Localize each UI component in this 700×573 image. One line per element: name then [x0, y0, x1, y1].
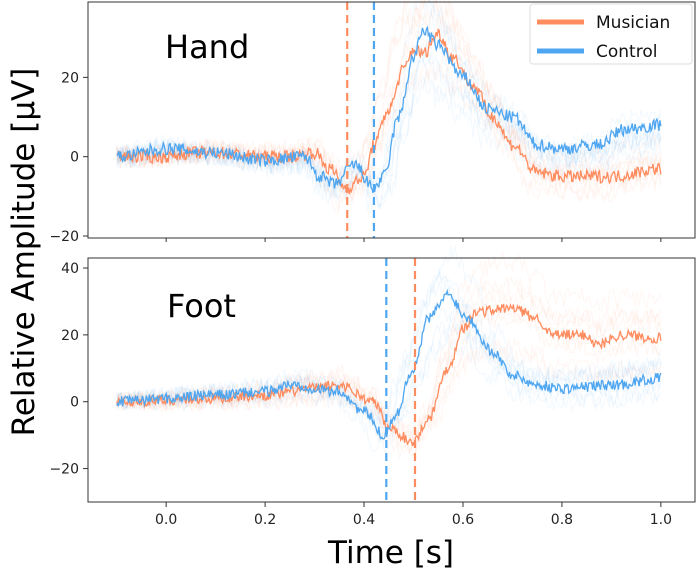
mean-line-control [116, 25, 662, 194]
mean-line-control [116, 288, 662, 440]
x-tick-label: 0.4 [353, 512, 375, 528]
trial-trace-musician [116, 288, 662, 443]
mean-line-musician [116, 28, 662, 195]
y-tick-label: 0 [70, 395, 79, 411]
trial-trace-musician [116, 346, 662, 442]
y-tick-label: 20 [61, 70, 79, 86]
trial-trace-control [116, 47, 662, 195]
trial-trace-control [116, 0, 662, 212]
legend-control-label: Control [596, 42, 657, 62]
trial-trace-control [116, 0, 662, 209]
y-axis-label: Relative Amplitude [μV] [6, 68, 42, 437]
trial-trace-musician [116, 0, 662, 203]
trial-trace-control [116, 75, 662, 194]
trial-trace-musician [116, 0, 662, 212]
y-tick-label: −20 [49, 462, 79, 478]
hand-axes-frame [87, 1, 696, 239]
x-tick-label: 0.6 [452, 512, 474, 528]
trial-trace-musician [116, 0, 662, 205]
x-tick-label: 0.2 [254, 512, 276, 528]
foot-axes-frame [87, 257, 696, 503]
trial-trace-control [116, 30, 662, 210]
trial-trace-control [116, 42, 662, 199]
trial-trace-control [116, 269, 662, 443]
y-tick-label: 0 [70, 150, 79, 166]
mean-line-musician [116, 302, 662, 447]
trial-trace-musician [116, 50, 662, 189]
trial-trace-musician [116, 0, 662, 201]
y-tick-label: 40 [61, 261, 79, 277]
hand-panel-title: Hand [165, 28, 249, 66]
hand-panel: Hand −20 0 20 Musician Control [49, 0, 696, 245]
x-tick-label: 1.0 [650, 512, 672, 528]
x-axis-label: Time [s] [327, 535, 454, 571]
y-tick-label: −20 [49, 229, 79, 245]
trial-trace-control [116, 330, 662, 431]
trial-trace-musician [116, 306, 662, 451]
legend-musician-label: Musician [596, 13, 670, 33]
x-tick-label: 0.0 [155, 512, 177, 528]
y-tick-label: 20 [61, 328, 79, 344]
trial-trace-musician [116, 252, 662, 457]
trial-trace-control [116, 9, 662, 210]
trial-trace-control [116, 67, 662, 188]
trial-trace-musician [116, 8, 662, 200]
legend: Musician Control [529, 3, 693, 65]
x-tick-label: 0.8 [551, 512, 573, 528]
foot-panel-title: Foot [167, 287, 236, 325]
trial-trace-musician [116, 62, 662, 180]
foot-panel: Foot −20 0 20 40 [49, 245, 696, 503]
